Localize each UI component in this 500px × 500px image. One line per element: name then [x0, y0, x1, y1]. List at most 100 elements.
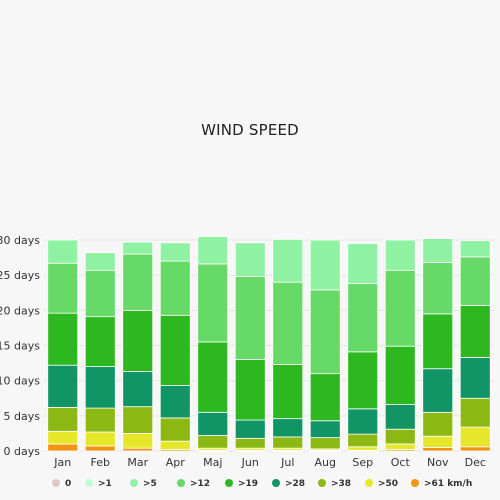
legend-marker [365, 479, 373, 487]
bar-segment [459, 397, 491, 428]
legend-label: >12 [190, 479, 210, 489]
bar-segment [422, 313, 454, 370]
bar-segment [234, 437, 266, 449]
x-tick-label: Mar [127, 456, 148, 469]
bar-segment [272, 364, 304, 420]
bar-segment [272, 281, 304, 365]
bar-segment [422, 262, 454, 315]
bar-segment [159, 440, 191, 450]
bar-segment [422, 411, 454, 437]
bar-segment [47, 443, 79, 452]
bar-segment [197, 236, 229, 265]
y-tick-label: 20 days [0, 304, 40, 317]
x-tick-label: Dec [465, 456, 486, 469]
legend-marker [411, 479, 419, 487]
bar-segment [84, 252, 116, 271]
y-tick-label: 25 days [0, 269, 40, 282]
bar-segment [197, 341, 229, 413]
bar-segment [347, 433, 379, 448]
bar-segment [422, 238, 454, 263]
legend-marker [318, 479, 326, 487]
legend-label: >19 [238, 479, 258, 489]
legend-marker [52, 479, 60, 487]
bar-segment [159, 242, 191, 262]
bar-segment [234, 276, 266, 360]
bar-segment [47, 430, 79, 445]
chart-title: WIND SPEED [201, 121, 299, 139]
x-tick-label: Sep [352, 456, 373, 469]
bar-segment [47, 239, 79, 264]
y-tick-label: 15 days [0, 340, 40, 353]
bar-segment [309, 289, 341, 375]
x-tick-label: Maj [203, 456, 222, 469]
bar-segment [47, 406, 79, 432]
bar-segment [84, 366, 116, 409]
x-tick-label: Aug [315, 456, 336, 469]
bar-segment [197, 263, 229, 343]
bar-segment [459, 305, 491, 358]
x-tick-label: Jun [241, 456, 259, 469]
bar-segment [384, 269, 416, 347]
bar-segment [459, 357, 491, 399]
bar-segment [309, 437, 341, 450]
legend-label: >50 [378, 479, 398, 489]
legend-label: >61 km/h [424, 479, 472, 489]
bar-segment [272, 418, 304, 438]
bar-segment [384, 428, 416, 445]
bar-segment [272, 436, 304, 449]
bar-segment [84, 269, 116, 318]
legend-marker [225, 479, 233, 487]
bar-segment [384, 239, 416, 271]
bar-segment [459, 240, 491, 258]
bar-segment [159, 260, 191, 316]
bar-segment [347, 446, 379, 451]
bar-segment [122, 371, 154, 408]
bar-segment [422, 435, 454, 448]
legend-label: >28 [285, 479, 305, 489]
legend-label: >5 [143, 479, 157, 489]
bar-segment [84, 407, 116, 433]
bar-segment [47, 364, 79, 408]
bar-segment [122, 433, 154, 449]
legend-label: >1 [98, 479, 112, 489]
x-tick-label: Oct [391, 456, 411, 469]
bar-segment [347, 351, 379, 410]
bar-segment [159, 385, 191, 419]
legend-marker [177, 479, 185, 487]
bar-segment [347, 283, 379, 353]
bar-segment [459, 256, 491, 306]
bar-segment [384, 443, 416, 451]
bar-segment [347, 408, 379, 435]
bar-segment [122, 447, 154, 452]
bar-segment [84, 316, 116, 368]
x-tick-label: Jul [280, 456, 294, 469]
bar-segment [422, 447, 454, 452]
x-tick-label: Jan [53, 456, 71, 469]
legend-label: >38 [331, 479, 351, 489]
bar-segment [234, 359, 266, 421]
y-tick-label: 10 days [0, 375, 40, 388]
bar-segment [422, 368, 454, 413]
bar-segment [84, 445, 116, 452]
bar-segment [122, 241, 154, 255]
bar-segment [122, 309, 154, 372]
bar-segment [384, 345, 416, 405]
bar-segment [122, 253, 154, 311]
bar-segment [197, 411, 229, 436]
bar-segment [159, 417, 191, 442]
bar-segment [122, 406, 154, 434]
bar-segment [459, 426, 491, 448]
x-tick-label: Feb [91, 456, 110, 469]
bar-segment [159, 314, 191, 386]
bar-segment [234, 242, 266, 277]
legend-label: 0 [65, 479, 71, 489]
legend-marker [85, 479, 93, 487]
bar-segment [309, 239, 341, 291]
bar-segment [84, 431, 116, 447]
bar-segment [347, 243, 379, 285]
bar-segment [309, 420, 341, 439]
bar-segment [384, 404, 416, 430]
bar-segment [272, 238, 304, 283]
